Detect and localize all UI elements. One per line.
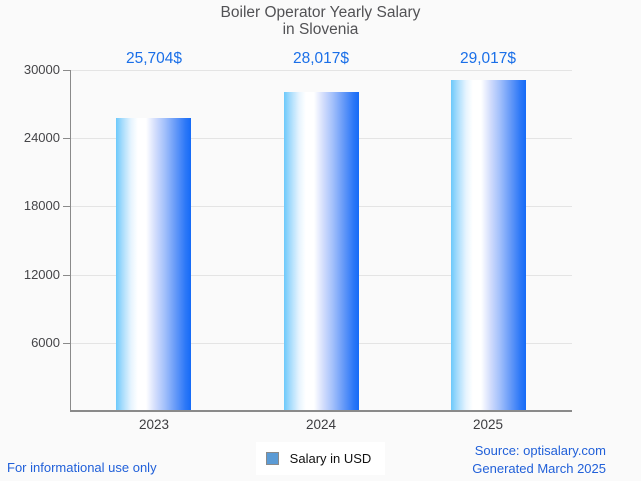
legend-swatch-icon <box>265 452 279 465</box>
source-block: Source: optisalary.com Generated March 2… <box>472 442 606 478</box>
bar-value-label: 29,017$ <box>459 50 517 67</box>
source-link[interactable]: Source: optisalary.com <box>474 443 606 458</box>
y-axis-tick <box>63 343 70 344</box>
legend-label: Salary in USD <box>289 451 372 466</box>
y-axis-tick-label: 30000 <box>23 62 60 77</box>
y-axis-tick-label: 12000 <box>23 267 60 282</box>
disclaimer-text: For informational use only <box>7 460 157 475</box>
y-axis-tick-label: 18000 <box>23 198 60 213</box>
y-axis-tick-label: 24000 <box>23 130 60 145</box>
bar-value-label: 25,704$ <box>125 50 183 67</box>
legend: Salary in USD <box>0 442 641 475</box>
bar-2025 <box>451 80 526 410</box>
x-axis-tick-label: 2024 <box>305 417 337 432</box>
x-axis-line <box>70 410 572 412</box>
bar-2023 <box>116 118 191 410</box>
y-axis-tick <box>63 275 70 276</box>
bar-2024 <box>284 92 359 410</box>
y-axis-tick-label: 6000 <box>31 335 60 350</box>
chart-title: Boiler Operator Yearly Salary in Sloveni… <box>0 4 641 38</box>
generated-date: Generated March 2025 <box>472 461 606 476</box>
chart-title-line1: Boiler Operator Yearly Salary <box>220 4 421 21</box>
legend-item: Salary in USD <box>255 442 386 475</box>
x-axis-tick-label: 2023 <box>138 417 170 432</box>
x-axis-tick-label: 2025 <box>472 417 504 432</box>
y-axis-tick <box>63 206 70 207</box>
y-axis-tick <box>63 70 70 71</box>
gridline <box>70 70 572 71</box>
y-axis-tick <box>63 138 70 139</box>
chart-title-line2: in Slovenia <box>282 21 359 38</box>
y-axis-line <box>70 70 71 411</box>
bar-value-label: 28,017$ <box>292 50 350 67</box>
plot-area <box>70 70 572 411</box>
